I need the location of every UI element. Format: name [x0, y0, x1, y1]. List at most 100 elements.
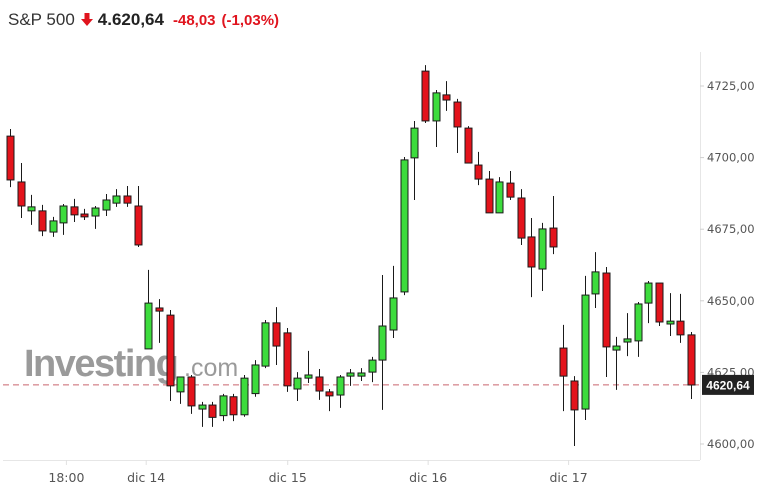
- candle: [187, 374, 196, 414]
- arrow-down-icon: [80, 13, 93, 27]
- candle-body: [538, 228, 547, 270]
- candle: [251, 360, 260, 397]
- candle: [634, 301, 643, 357]
- x-tick-label: dic 17: [550, 470, 588, 485]
- candle: [623, 313, 632, 357]
- candle: [80, 208, 89, 221]
- last-price-box: [702, 374, 754, 395]
- candle-body: [123, 195, 132, 204]
- candle-body: [581, 294, 590, 410]
- candle: [644, 281, 653, 324]
- candle: [134, 185, 143, 247]
- candle: [676, 293, 685, 343]
- instrument-name: S&P 500: [8, 10, 75, 29]
- candle-body: [346, 372, 355, 377]
- candle: [123, 185, 132, 207]
- candle-body: [49, 220, 58, 233]
- candle-body: [80, 213, 89, 218]
- candle-body: [144, 302, 153, 350]
- candle-body: [304, 374, 313, 379]
- y-tick-label: 4650,00: [707, 294, 755, 308]
- price-change-percent: (-1,03%): [221, 11, 280, 29]
- candle: [155, 299, 164, 343]
- candle: [453, 98, 462, 154]
- candle: [400, 157, 409, 296]
- candle: [357, 368, 366, 381]
- candle-body: [549, 227, 558, 248]
- candle: [495, 177, 504, 214]
- last-price: 4.620,64: [97, 10, 164, 29]
- candle: [261, 319, 270, 369]
- candle-body: [378, 325, 387, 361]
- candle: [315, 368, 324, 400]
- x-tick-label: dic 16: [409, 470, 447, 485]
- candle: [389, 265, 398, 339]
- candle-body: [70, 206, 79, 216]
- candle-body: [38, 210, 47, 232]
- watermark: Investing .com: [24, 343, 238, 385]
- y-axis-ticks: 4725,004700,004675,004650,004625,004600,…: [700, 79, 755, 451]
- candle-body: [591, 271, 600, 295]
- candle-body: [453, 101, 462, 128]
- y-tick-label: 4700,00: [707, 151, 755, 165]
- candle: [581, 275, 590, 420]
- price-change: -48,03: [172, 11, 216, 29]
- candle-body: [251, 364, 260, 395]
- candle-body: [59, 205, 68, 224]
- candle-body: [240, 377, 249, 416]
- candle-body: [517, 197, 526, 239]
- candle-body: [208, 404, 217, 418]
- candle: [464, 126, 473, 164]
- candle-body: [229, 396, 238, 416]
- chart-axes: [3, 52, 701, 461]
- candle-body: [666, 320, 675, 325]
- candle-body: [559, 347, 568, 377]
- candle-body: [219, 395, 228, 417]
- candle-body: [442, 94, 451, 101]
- candle-body: [495, 181, 504, 214]
- candle: [229, 393, 238, 422]
- candle-body: [676, 320, 685, 336]
- candle-body: [357, 372, 366, 377]
- candle: [283, 328, 292, 392]
- candle: [272, 307, 281, 365]
- candle: [176, 376, 185, 404]
- candle-body: [687, 334, 696, 386]
- candle: [410, 120, 419, 200]
- x-tick-label: 18:00: [48, 470, 84, 485]
- candle-body: [91, 207, 100, 217]
- candle: [144, 269, 153, 350]
- candle-body: [527, 236, 536, 268]
- candle: [602, 267, 611, 377]
- candle-body: [421, 70, 430, 122]
- candle: [59, 203, 68, 235]
- candle-body: [293, 377, 302, 390]
- candle-body: [410, 127, 419, 159]
- candle: [91, 206, 100, 229]
- candle: [6, 128, 15, 188]
- candle: [378, 275, 387, 410]
- last-price-value: 4620,64: [706, 378, 750, 392]
- candle-body: [102, 199, 111, 211]
- candle: [293, 372, 302, 402]
- candle-body: [325, 391, 334, 397]
- candle: [506, 171, 515, 200]
- candle-body: [368, 359, 377, 373]
- candle-body: [400, 159, 409, 293]
- candle: [38, 204, 47, 237]
- candle: [570, 376, 579, 447]
- candle-body: [112, 195, 121, 204]
- candle: [325, 389, 334, 412]
- candle: [102, 193, 111, 217]
- candle: [442, 81, 451, 111]
- candle: [517, 189, 526, 245]
- candle-body: [602, 272, 611, 348]
- candle: [474, 151, 483, 186]
- y-tick-label: 4675,00: [707, 222, 755, 236]
- candle-body: [176, 376, 185, 393]
- x-axis-ticks: 18:00 dic 14 dic 15 dic 16 dic 17: [48, 460, 588, 485]
- candle-body: [134, 205, 143, 246]
- candle-body: [17, 181, 26, 207]
- x-tick-label: dic 14: [127, 470, 165, 485]
